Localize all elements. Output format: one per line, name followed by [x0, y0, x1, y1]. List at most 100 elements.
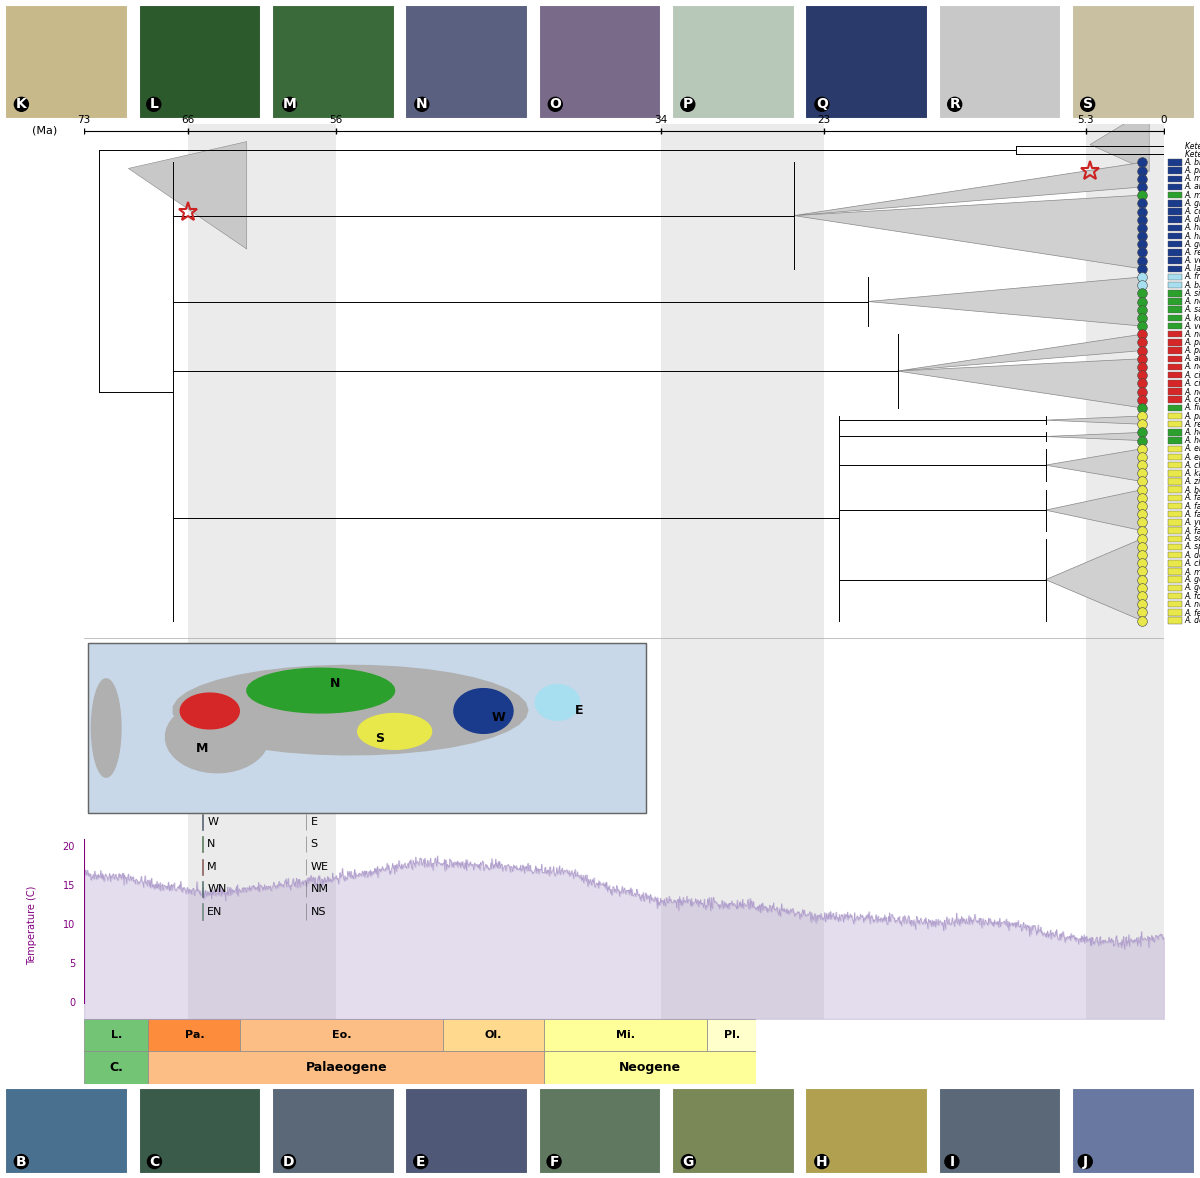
Bar [5, 1087, 128, 1174]
Bar [1169, 495, 1182, 501]
Text: A. ernestii_DB4 (H): A. ernestii_DB4 (H) [1184, 452, 1200, 462]
Text: A. nephrolepis07: A. nephrolepis07 [1184, 297, 1200, 306]
Bar [406, 1087, 528, 1174]
Text: A. veitchii02: A. veitchii02 [1184, 322, 1200, 331]
Bar [1169, 576, 1182, 583]
Bar [5, 5, 128, 119]
Bar [539, 5, 661, 119]
Text: Keteleeria davidiana: Keteleeria davidiana [1184, 150, 1200, 159]
Text: A. ernestii var. salouenensis04: A. ernestii var. salouenensis04 [1184, 444, 1200, 454]
Bar [1169, 192, 1182, 198]
Text: G: G [683, 1154, 694, 1169]
Bar [139, 1087, 262, 1174]
Bar [938, 1087, 1061, 1174]
Text: Eo.: Eo. [332, 1031, 352, 1040]
Text: W: W [208, 818, 218, 827]
Text: W: W [491, 712, 505, 724]
Text: A. yuanbaoshanensis1_3: A. yuanbaoshanensis1_3 [1184, 518, 1200, 527]
Bar [1169, 315, 1182, 322]
Bar [1169, 265, 1182, 272]
Text: A. alba: A. alba [1184, 355, 1200, 363]
Bar [1169, 372, 1182, 378]
Bar [1169, 601, 1182, 608]
Text: A. durangensis_AW02: A. durangensis_AW02 [1184, 216, 1200, 224]
Text: A. magnifica (R): A. magnifica (R) [1184, 174, 1200, 184]
Text: N: N [416, 98, 427, 112]
Polygon shape [166, 701, 269, 773]
Text: 15: 15 [62, 881, 76, 891]
Bar [1086, 124, 1164, 1019]
Bar [1169, 348, 1182, 353]
Text: A. ferreana2021_02: A. ferreana2021_02 [1184, 608, 1200, 617]
Bar [545, 1019, 707, 1052]
Text: A. nukiangensis_FG06: A. nukiangensis_FG06 [1184, 600, 1200, 609]
Text: A. concolor042: A. concolor042 [1184, 207, 1200, 216]
Bar [1169, 519, 1182, 525]
Bar [1169, 478, 1182, 484]
Text: E: E [575, 704, 584, 717]
Text: C.: C. [109, 1061, 124, 1074]
Bar [1169, 306, 1182, 313]
Text: A. spectabilis07 (C): A. spectabilis07 (C) [1184, 542, 1200, 551]
Bar [1169, 397, 1182, 403]
Text: A. georgei var. smithii_07LZ: A. georgei var. smithii_07LZ [1184, 575, 1200, 584]
Text: A. fargesii var. faxoniana_sp1 (I): A. fargesii var. faxoniana_sp1 (I) [1184, 502, 1200, 510]
Text: A. delavayi_DL2 (B): A. delavayi_DL2 (B) [1184, 616, 1200, 626]
Text: S: S [1082, 98, 1093, 112]
Bar [1169, 380, 1182, 386]
Bar [406, 5, 528, 119]
Bar [1169, 257, 1182, 264]
Text: K: K [16, 98, 26, 112]
Bar [1169, 225, 1182, 231]
Bar [1169, 560, 1182, 567]
Text: D: D [283, 1154, 294, 1169]
Text: A. guatemalensis: A. guatemalensis [1184, 240, 1200, 249]
Text: 10: 10 [62, 920, 76, 929]
Bar [1169, 217, 1182, 223]
Text: S: S [311, 840, 318, 849]
Text: A. recurvata01 (J): A. recurvata01 (J) [1184, 419, 1200, 429]
Bar [1169, 568, 1182, 575]
Bar [1169, 584, 1182, 591]
Bar [1169, 282, 1182, 289]
Text: Neogene: Neogene [619, 1061, 682, 1074]
Bar [240, 1019, 443, 1052]
Bar [1169, 290, 1182, 297]
Bar [443, 1019, 545, 1052]
Bar [1169, 437, 1182, 444]
Bar [539, 1087, 661, 1174]
Text: A. pinsapo var. marocana: A. pinsapo var. marocana [1184, 346, 1200, 355]
Bar [1169, 241, 1182, 247]
Text: F: F [550, 1154, 559, 1169]
Bar [1169, 209, 1182, 214]
Polygon shape [535, 684, 580, 721]
Polygon shape [128, 141, 247, 249]
Text: M: M [208, 862, 217, 872]
Text: M: M [283, 98, 296, 112]
Text: S: S [376, 732, 384, 744]
Text: Palaeogene: Palaeogene [306, 1061, 388, 1074]
Bar [139, 5, 262, 119]
Bar [1169, 429, 1182, 436]
Polygon shape [794, 163, 1142, 216]
Bar [1169, 176, 1182, 183]
Text: A. balsamea02 (N): A. balsamea02 (N) [1184, 280, 1200, 290]
Bar [1169, 404, 1182, 411]
Text: J: J [1082, 1154, 1087, 1169]
Text: A. sachalinensis03: A. sachalinensis03 [1184, 305, 1200, 315]
Polygon shape [898, 359, 1142, 408]
Text: A. fargesii_PC005: A. fargesii_PC005 [1184, 510, 1200, 518]
Bar [1072, 1087, 1195, 1174]
Text: A. firma01: A. firma01 [1184, 403, 1200, 412]
Polygon shape [898, 335, 1142, 371]
Text: A. fraseri01: A. fraseri01 [1184, 272, 1200, 282]
Text: Mi.: Mi. [617, 1031, 635, 1040]
Bar [805, 5, 928, 119]
Bar [1169, 462, 1182, 469]
Bar [805, 1087, 928, 1174]
Bar [84, 1019, 149, 1052]
Text: A. beshanzuensis032_1: A. beshanzuensis032_1 [1184, 485, 1200, 495]
Text: A. mariesii09 (Q): A. mariesii09 (Q) [1184, 191, 1200, 199]
Bar [1169, 617, 1182, 624]
Polygon shape [1045, 449, 1142, 482]
